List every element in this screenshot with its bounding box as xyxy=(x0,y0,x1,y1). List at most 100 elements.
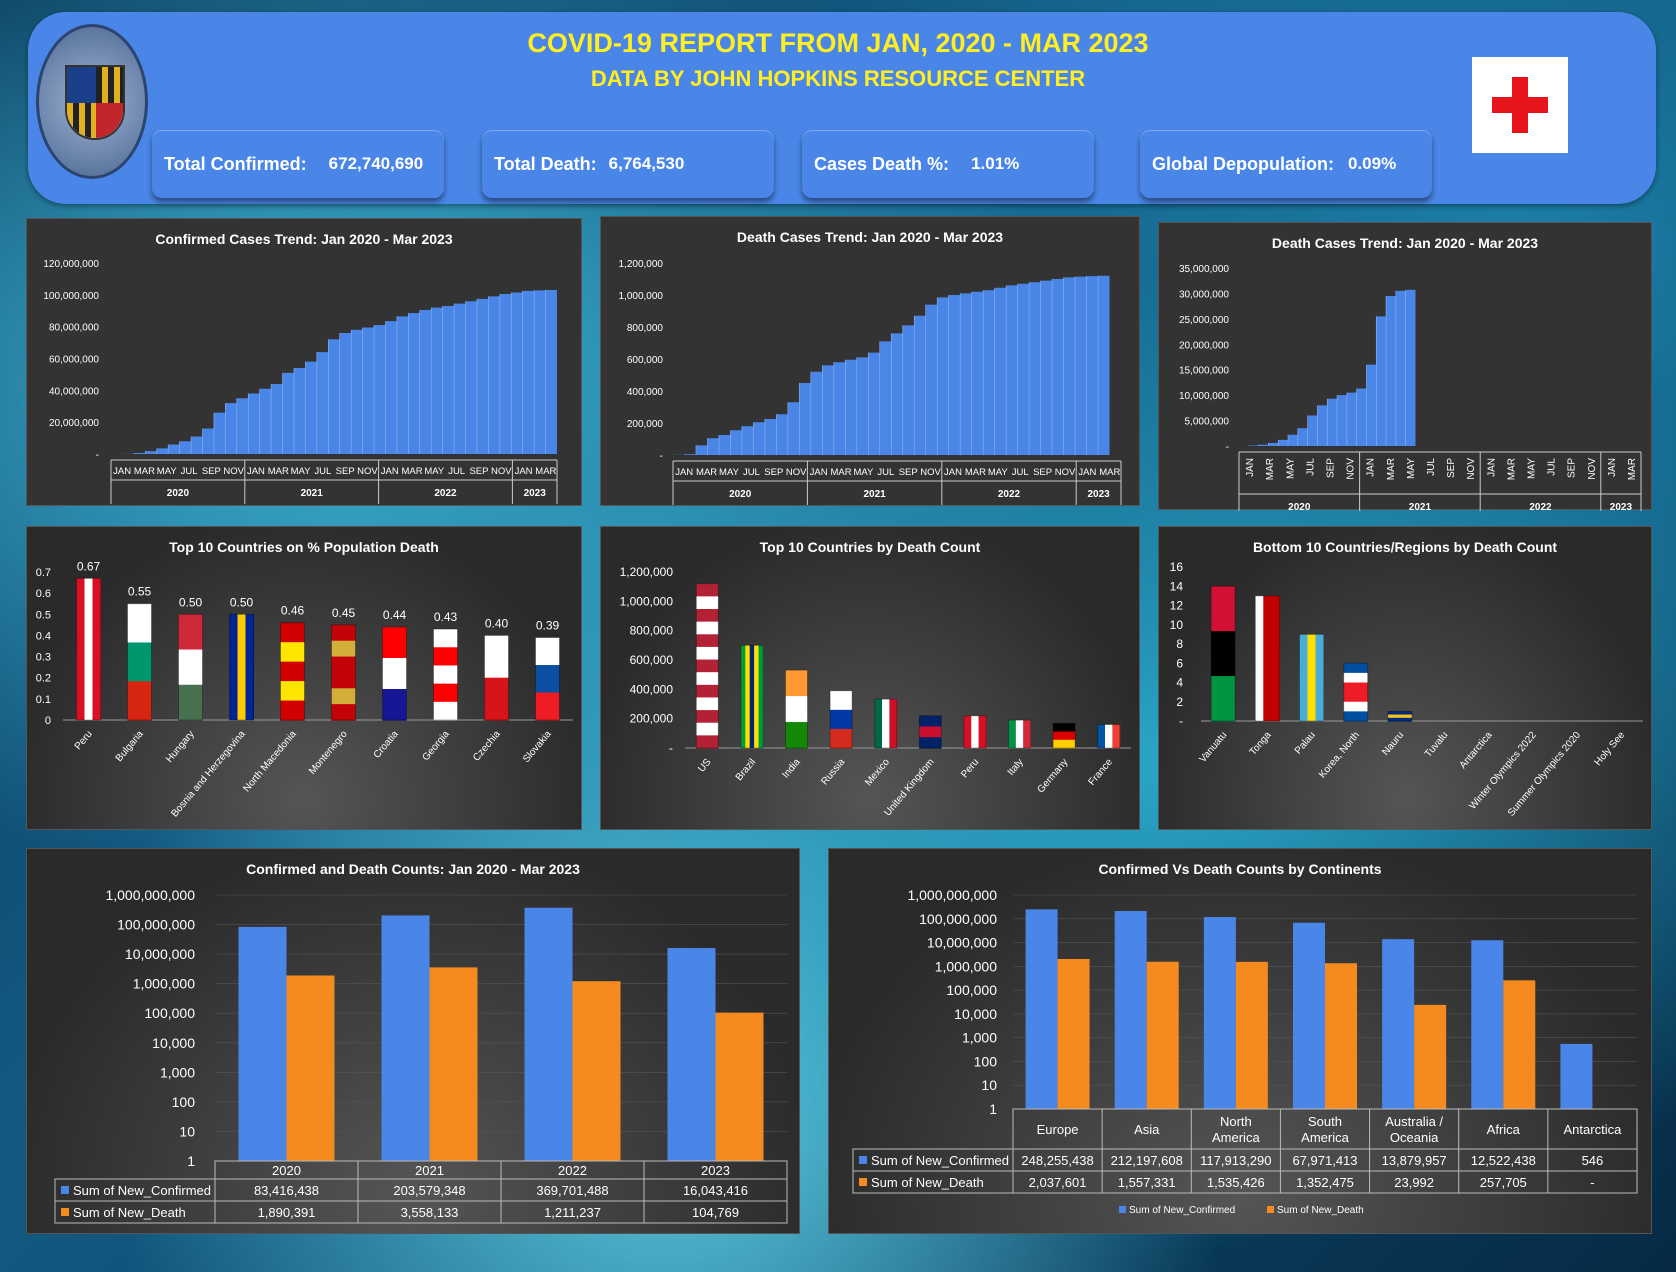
legend-key xyxy=(1267,1206,1274,1213)
flag-stripe xyxy=(433,629,458,648)
x-tick-label: JAN xyxy=(1607,458,1618,477)
y-tick-label: 800,000 xyxy=(630,624,674,638)
flag-stripe xyxy=(696,646,719,661)
category-label: Asia xyxy=(1134,1122,1160,1137)
death-trend-panel: Death Cases Trend: Jan 2020 - Mar 2023 -… xyxy=(600,216,1140,506)
bar xyxy=(1293,922,1325,1109)
bar-outline xyxy=(829,690,853,749)
series-name: Sum of New_Confirmed xyxy=(871,1153,1009,1168)
flag-stripe xyxy=(696,609,719,623)
y-tick-label: 16 xyxy=(1170,560,1184,574)
x-tick-label: MAY xyxy=(988,467,1009,478)
flag-stripe xyxy=(740,645,746,748)
flag-stripe xyxy=(280,642,305,663)
flag-stripe xyxy=(127,681,152,721)
x-tick-label: NOV xyxy=(1587,458,1598,480)
flag-stripe xyxy=(882,699,890,748)
flag-stripe xyxy=(484,677,509,721)
flag-stripe xyxy=(84,578,93,720)
x-tick-label: SEP xyxy=(336,466,355,477)
flag-stripe xyxy=(749,645,755,748)
flag-stripe xyxy=(1015,720,1024,748)
death-trend-panel-2: Death Cases Trend: Jan 2020 - Mar 2023 -… xyxy=(1158,222,1652,511)
flag-stripe xyxy=(1343,682,1368,693)
report-subtitle: DATA BY JOHN HOPKINS RESOURCE CENTER xyxy=(590,66,1086,91)
table-cell: 1,557,331 xyxy=(1118,1175,1176,1190)
flag-stripe xyxy=(889,699,898,748)
x-tick-label: SEP xyxy=(1446,458,1457,478)
flag-stripe xyxy=(1343,701,1368,712)
bar-outline xyxy=(1387,710,1413,722)
y-tick-label: 10,000,000 xyxy=(125,946,195,962)
y-tick-label: - xyxy=(1179,714,1183,728)
flag-stripe xyxy=(1053,731,1076,741)
flag-stripe xyxy=(696,583,719,597)
x-tick-label: Czechia xyxy=(471,729,503,764)
x-tick-label: Antarctica xyxy=(1458,730,1495,771)
kpi-value: 6,764,530 xyxy=(608,154,685,173)
flag-stripe xyxy=(696,684,719,698)
category-label: Africa xyxy=(1487,1122,1521,1137)
y-tick-label: 1,000,000 xyxy=(935,958,997,974)
x-tick-label: MAR xyxy=(1265,458,1276,480)
legend-key xyxy=(61,1208,69,1216)
x-tick-label: MAR xyxy=(696,467,717,478)
y-tick-label: 4 xyxy=(1176,676,1183,690)
category-label: 2022 xyxy=(558,1163,587,1178)
report-title: COVID-19 REPORT FROM JAN, 2020 - MAR 202… xyxy=(527,28,1149,58)
flag-stripe xyxy=(331,704,356,721)
flag-stripe xyxy=(919,737,942,749)
flag-stripe xyxy=(696,735,719,749)
x-tick-label: NOV xyxy=(786,467,807,478)
x-tick-label: MAY xyxy=(424,466,445,477)
table-cell: 104,769 xyxy=(692,1205,739,1220)
flag-stripe xyxy=(535,637,560,666)
y-tick-label: 120,000,000 xyxy=(43,259,99,270)
y-tick-label: 2 xyxy=(1176,695,1183,709)
table-cell: 83,416,438 xyxy=(254,1183,319,1198)
y-tick-label: - xyxy=(660,451,663,462)
x-tick-label: Montenegro xyxy=(307,729,350,777)
bottom-death-panel: Bottom 10 Countries/Regions by Death Cou… xyxy=(1158,526,1652,830)
flag-stripe xyxy=(76,578,85,720)
y-tick-label: 400,000 xyxy=(630,682,674,696)
year-label: 2021 xyxy=(1409,502,1432,511)
bar xyxy=(1025,909,1058,1109)
y-tick-label: 30,000,000 xyxy=(1179,289,1229,300)
y-tick-label: 1,200,000 xyxy=(619,259,664,270)
bar-outline xyxy=(229,613,254,721)
kpi-global-depopulation: Global Depopulation: 0.09% xyxy=(1140,130,1432,198)
y-tick-label: 200,000 xyxy=(627,419,664,430)
table-cell: 1,890,391 xyxy=(258,1205,316,1220)
category-label: Oceania xyxy=(1390,1130,1439,1145)
y-tick-label: 20,000,000 xyxy=(49,418,99,429)
kpi-value: 0.09% xyxy=(1348,154,1397,173)
year-label: 2022 xyxy=(998,489,1021,500)
y-tick-label: 600,000 xyxy=(630,653,674,667)
flag-stripe xyxy=(1343,663,1368,674)
data-label: 0.45 xyxy=(332,606,356,620)
x-tick-label: MAR xyxy=(268,466,289,477)
bar-outline xyxy=(331,624,356,721)
flag-stripe xyxy=(331,656,356,673)
bar-outline xyxy=(382,626,407,721)
table-row xyxy=(852,1170,1638,1194)
x-tick-label: MAY xyxy=(719,467,740,478)
bar xyxy=(1203,917,1236,1109)
x-tick-label: NOV xyxy=(491,466,512,477)
year-label: 2023 xyxy=(1610,502,1633,511)
flag-stripe xyxy=(229,614,238,720)
x-tick-label: MAR xyxy=(1099,467,1120,478)
y-tick-label: 1,000 xyxy=(962,1030,997,1046)
y-tick-label: 60,000,000 xyxy=(49,355,99,366)
y-tick-label: 100,000 xyxy=(946,982,997,998)
y-tick-label: 10,000 xyxy=(954,1006,997,1022)
y-tick-label: 6 xyxy=(1176,656,1183,670)
y-tick-label: 1,000 xyxy=(160,1064,195,1080)
x-tick-label: Summer Olympics 2020 xyxy=(1506,730,1583,819)
flag-stripe xyxy=(1343,711,1368,722)
x-tick-label: MAR xyxy=(535,466,556,477)
year-label: 2020 xyxy=(167,488,190,499)
legend-key xyxy=(1119,1206,1126,1213)
x-tick-label: Korea, North xyxy=(1317,730,1362,781)
